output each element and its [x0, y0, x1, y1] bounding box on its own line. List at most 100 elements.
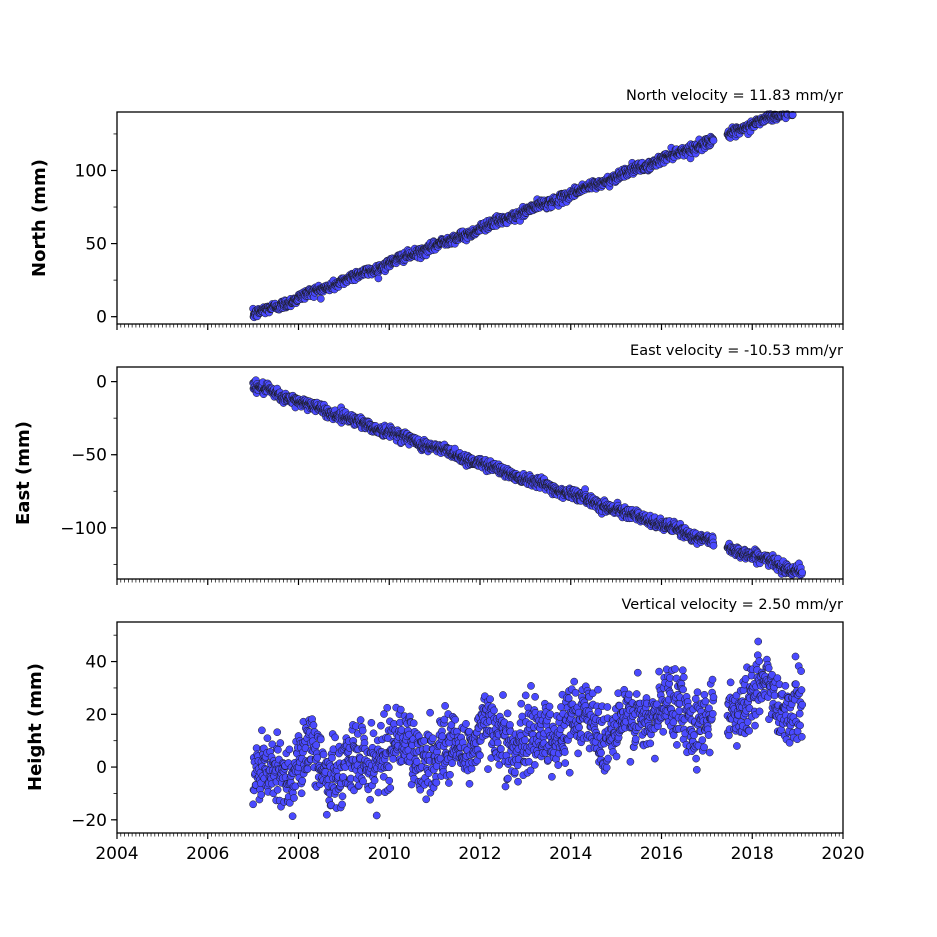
height-data-point [604, 754, 612, 763]
height-data-point [530, 761, 539, 769]
height-data-point [700, 690, 709, 699]
height-data-point [792, 680, 800, 688]
north-velocity-label: North velocity = 11.83 mm/yr [626, 88, 843, 104]
height-data-point [709, 693, 718, 702]
height-data-point [319, 750, 328, 759]
height-data-point [626, 757, 635, 766]
height-data-point [679, 685, 687, 694]
height-data-point [560, 748, 569, 756]
height-data-point [386, 784, 395, 792]
height-data-point [383, 703, 392, 712]
north-axis-label: North (mm) [29, 159, 50, 277]
north-data-point [316, 294, 325, 303]
height-data-point [429, 734, 437, 743]
height-data-point [374, 788, 383, 797]
height-data-point [465, 779, 474, 788]
height-data-point [700, 743, 708, 752]
height-ytick-label: −20 [71, 811, 107, 831]
height-data-point [575, 723, 583, 732]
height-data-point [655, 667, 663, 676]
height-data-point [322, 810, 331, 819]
height-data-point [612, 752, 621, 761]
height-data-point [338, 800, 346, 809]
height-data-point [666, 674, 674, 682]
height-data-point [298, 777, 307, 785]
height-data-point [441, 702, 449, 710]
north-data-point [374, 274, 383, 283]
height-data-point [309, 721, 318, 730]
east-ytick-label: −100 [60, 519, 107, 539]
height-data-point [755, 707, 764, 716]
height-data-point [603, 703, 612, 711]
east-data-point [798, 568, 807, 577]
height-data-point [745, 726, 753, 735]
height-data-point [366, 795, 374, 804]
height-data-point [517, 699, 526, 708]
height-data-point [445, 779, 453, 787]
height-data-point [751, 721, 759, 730]
height-data-point [462, 719, 470, 728]
north-points [249, 110, 797, 322]
height-data-point [276, 739, 285, 747]
height-data-point [504, 774, 512, 783]
height-data-point [290, 794, 298, 802]
height-data-point [545, 702, 554, 711]
vertical-velocity-label: Vertical velocity = 2.50 mm/yr [622, 597, 844, 613]
height-data-point [372, 811, 381, 820]
height-data-point [754, 637, 763, 646]
height-ytick-label: 0 [96, 758, 107, 778]
height-data-point [476, 751, 484, 760]
height-data-point [546, 710, 555, 718]
height-data-point [503, 709, 512, 718]
height-ytick-label: 20 [85, 705, 107, 725]
height-data-point [646, 739, 655, 748]
height-data-point [705, 748, 714, 757]
height-data-point [797, 686, 806, 694]
height-ytick-label: 40 [85, 653, 107, 673]
height-data-point [726, 678, 735, 687]
height-data-point [691, 694, 700, 703]
height-data-point [451, 715, 460, 724]
height-data-point [501, 782, 510, 791]
height-data-point [328, 754, 336, 762]
height-data-point [367, 718, 376, 727]
height-data-point [369, 729, 378, 738]
height-data-point [602, 763, 611, 772]
height-data-point [490, 706, 498, 715]
height-data-point [258, 726, 266, 735]
height-data-point [396, 705, 405, 714]
height-data-point [554, 761, 563, 769]
height-data-point [438, 732, 447, 741]
height-data-point [764, 664, 773, 672]
height-data-point [796, 721, 804, 730]
height-data-point [625, 690, 633, 699]
height-data-point [692, 754, 700, 763]
height-data-point [338, 792, 347, 801]
height-data-point [521, 736, 529, 744]
height-data-point [659, 727, 668, 736]
height-data-point [797, 732, 806, 741]
east-data-point [709, 541, 718, 550]
height-data-point [263, 734, 272, 743]
height-data-point [693, 688, 702, 697]
height-data-point [426, 708, 434, 717]
height-data-point [527, 682, 535, 690]
height-data-point [288, 812, 297, 821]
height-data-point [704, 731, 713, 739]
north-ytick-label: 50 [85, 235, 107, 255]
height-data-point [678, 666, 687, 675]
height-data-point [594, 685, 602, 694]
height-data-point [795, 709, 804, 718]
height-data-point [257, 790, 266, 799]
height-data-point [673, 741, 681, 749]
height-data-point [249, 800, 257, 809]
height-data-point [791, 652, 800, 661]
height-data-point [506, 721, 514, 729]
height-data-point [389, 755, 397, 763]
height-data-point [422, 795, 431, 804]
north-ytick-label: 0 [96, 308, 107, 328]
height-data-point [377, 721, 385, 730]
height-data-point [273, 728, 282, 737]
height-data-point [633, 668, 642, 677]
